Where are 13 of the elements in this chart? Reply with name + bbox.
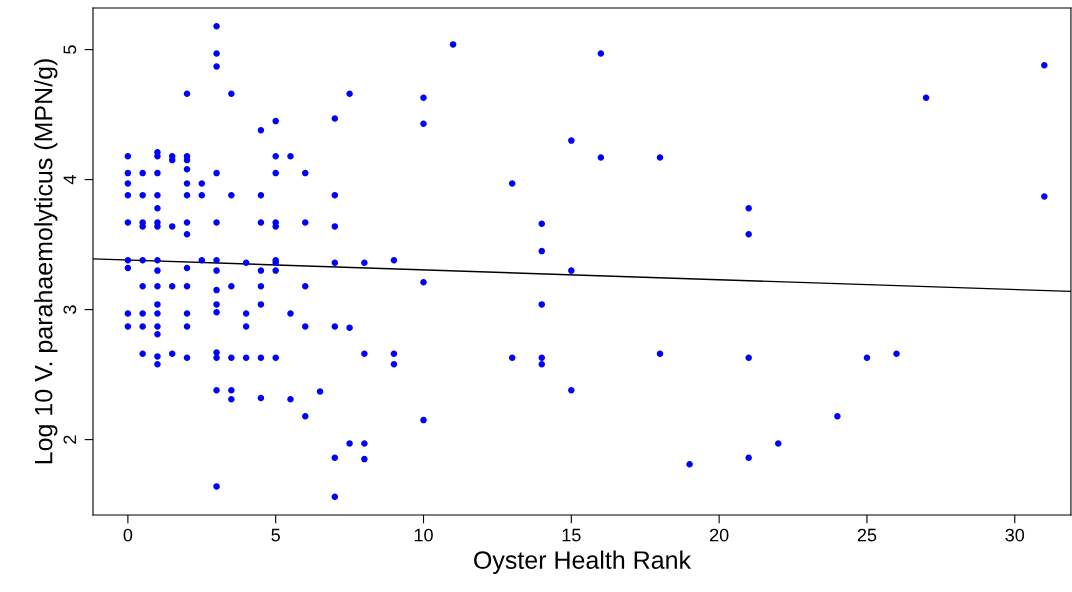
x-tick-label: 10 xyxy=(414,528,433,542)
x-tick-label: 0 xyxy=(123,528,133,542)
y-tick-label: 3 xyxy=(63,305,77,314)
y-tick-label: 4 xyxy=(63,175,77,185)
x-tick-label: 20 xyxy=(710,528,729,542)
x-tick-label: 5 xyxy=(271,528,280,542)
x-tick-label: 15 xyxy=(562,528,581,542)
x-tick-label: 25 xyxy=(857,528,877,542)
x-tick-label: 30 xyxy=(1005,528,1025,542)
y-tick-label: 2 xyxy=(63,435,77,444)
y-tick-label: 5 xyxy=(63,45,77,54)
y-axis-title: Log 10 V. parahaemolyticus (MPN/g) xyxy=(34,59,58,464)
x-axis-title: Oyster Health Rank xyxy=(474,550,692,574)
